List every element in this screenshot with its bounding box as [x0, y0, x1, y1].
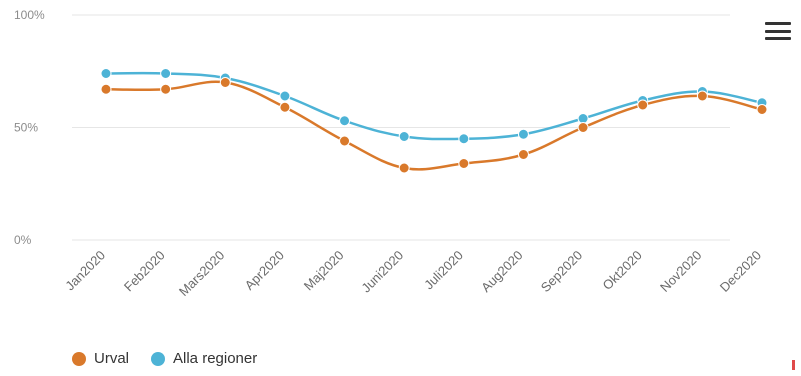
data-point-alla-regioner[interactable]: [458, 133, 470, 145]
credit-mark: [792, 360, 795, 370]
x-tick-label: Sep2020: [538, 248, 585, 295]
legend-label-alla-regioner: Alla regioner: [173, 350, 258, 367]
data-point-urval[interactable]: [160, 83, 172, 95]
series-layer: [100, 68, 768, 174]
x-tick-label: Maj2020: [301, 248, 347, 294]
data-point-alla-regioner[interactable]: [398, 131, 410, 142]
x-axis: Jan2020 Feb2020 Mars2020 Apr2020 Maj2020 Juni…: [62, 248, 764, 299]
data-point-urval[interactable]: [339, 135, 351, 147]
y-tick-label: 50%: [14, 121, 38, 135]
legend-item-alla-regioner[interactable]: Alla regioner: [151, 350, 257, 367]
data-point-urval[interactable]: [279, 101, 291, 113]
chart-legend: Urval Alla regioner: [72, 350, 257, 367]
x-tick-label: Okt2020: [599, 248, 644, 293]
legend-marker-urval: [72, 351, 86, 366]
legend-marker-alla-regioner: [151, 351, 166, 366]
x-tick-label: Mars2020: [176, 248, 227, 299]
data-point-urval[interactable]: [219, 77, 231, 88]
data-point-urval[interactable]: [696, 90, 708, 102]
x-tick-label: Feb2020: [121, 248, 168, 295]
data-point-urval[interactable]: [577, 122, 589, 133]
x-tick-label: Aug2020: [478, 248, 525, 295]
data-point-alla-regioner[interactable]: [517, 128, 529, 140]
hamburger-icon: [765, 22, 791, 25]
x-tick-label: Dec2020: [717, 248, 764, 295]
data-point-urval[interactable]: [398, 162, 410, 174]
data-point-urval[interactable]: [756, 104, 768, 115]
data-point-urval[interactable]: [517, 149, 529, 160]
y-tick-label: 0%: [14, 233, 32, 247]
legend-label-urval: Urval: [94, 350, 130, 367]
x-tick-label: Jan2020: [62, 248, 108, 294]
data-point-urval[interactable]: [100, 83, 112, 95]
data-point-alla-regioner[interactable]: [160, 68, 172, 79]
grid-lines: [72, 14, 730, 241]
hamburger-icon-bar: [765, 37, 791, 40]
x-tick-label: Nov2020: [657, 248, 704, 295]
data-point-urval[interactable]: [637, 99, 649, 111]
chart-menu-button[interactable]: [765, 20, 791, 42]
y-axis: 0% 50% 100%: [14, 8, 45, 247]
x-tick-label: Juli2020: [421, 248, 466, 293]
hamburger-icon-bar: [765, 29, 791, 33]
x-tick-label: Juni2020: [358, 248, 406, 296]
data-point-alla-regioner[interactable]: [100, 68, 112, 79]
legend-item-urval[interactable]: Urval: [72, 350, 129, 367]
x-tick-label: Apr2020: [242, 248, 287, 293]
data-point-alla-regioner[interactable]: [279, 90, 291, 102]
y-tick-label: 100%: [14, 8, 45, 22]
data-point-alla-regioner[interactable]: [339, 115, 351, 127]
data-point-urval[interactable]: [458, 158, 470, 169]
